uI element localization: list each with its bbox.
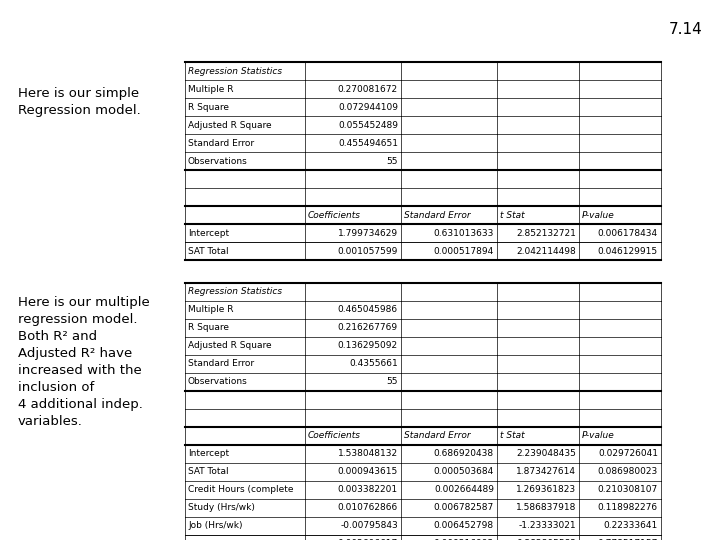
Text: 0.000503684: 0.000503684 [433,468,494,476]
Text: 0.086980023: 0.086980023 [598,468,658,476]
Text: Adjusted R Square: Adjusted R Square [188,341,271,350]
Text: 1.538048132: 1.538048132 [338,449,398,458]
Text: -0.00795843: -0.00795843 [341,522,398,530]
Text: P-value: P-value [582,431,615,441]
Text: Study (Hrs/wk): Study (Hrs/wk) [188,503,255,512]
Text: Regression Statistics: Regression Statistics [188,66,282,76]
Text: 2.852132721: 2.852132721 [516,228,576,238]
Text: Here is our multiple
regression model.
Both R² and
Adjusted R² have
increased wi: Here is our multiple regression model. B… [18,296,150,428]
Text: 0.001057599: 0.001057599 [338,246,398,255]
Text: 0.006452798: 0.006452798 [434,522,494,530]
Text: R Square: R Square [188,103,229,111]
Text: 0.006178434: 0.006178434 [598,228,658,238]
Text: 0.055452489: 0.055452489 [338,120,398,130]
Text: Job (Hrs/wk): Job (Hrs/wk) [188,522,243,530]
Text: 0.455494651: 0.455494651 [338,138,398,147]
Text: 0.002664489: 0.002664489 [434,485,494,495]
Text: 55: 55 [387,377,398,387]
Text: Standard Error: Standard Error [404,431,471,441]
Text: 0.4355661: 0.4355661 [349,360,398,368]
Text: SAT Total: SAT Total [188,468,229,476]
Text: 0.000517894: 0.000517894 [433,246,494,255]
Text: 0.22333641: 0.22333641 [604,522,658,530]
Text: 7.14: 7.14 [668,22,702,37]
Text: Intercept: Intercept [188,449,229,458]
Text: Multiple R: Multiple R [188,306,233,314]
Text: P-value: P-value [582,211,615,219]
Text: 2.042114498: 2.042114498 [516,246,576,255]
Text: 55: 55 [387,157,398,165]
Text: Intercept: Intercept [188,228,229,238]
Text: 0.631013633: 0.631013633 [433,228,494,238]
Text: Here is our simple
Regression model.: Here is our simple Regression model. [18,87,140,117]
Text: Standard Error: Standard Error [404,211,471,219]
Text: 0.029726041: 0.029726041 [598,449,658,458]
Text: SAT Total: SAT Total [188,246,229,255]
Text: 0.465045986: 0.465045986 [338,306,398,314]
Text: 1.586837918: 1.586837918 [516,503,576,512]
Text: 0.046129915: 0.046129915 [598,246,658,255]
Text: 0.686920438: 0.686920438 [434,449,494,458]
Text: 0.003382201: 0.003382201 [338,485,398,495]
Text: Standard Error: Standard Error [188,360,254,368]
Text: 0.210308107: 0.210308107 [598,485,658,495]
Text: Credit Hours (complete: Credit Hours (complete [188,485,294,495]
Text: 0.136295092: 0.136295092 [338,341,398,350]
Text: 0.118982276: 0.118982276 [598,503,658,512]
Text: 1.873427614: 1.873427614 [516,468,576,476]
Text: t Stat: t Stat [500,431,525,441]
Text: 0.010762866: 0.010762866 [338,503,398,512]
Text: Observations: Observations [188,377,248,387]
Text: 0.072944109: 0.072944109 [338,103,398,111]
Text: Coefficients: Coefficients [308,431,361,441]
Text: R Square: R Square [188,323,229,333]
Text: 0.216267769: 0.216267769 [338,323,398,333]
Text: Standard Error: Standard Error [188,138,254,147]
Text: Observations: Observations [188,157,248,165]
Text: 1.799734629: 1.799734629 [338,228,398,238]
Text: Coefficients: Coefficients [308,211,361,219]
Text: 0.006782587: 0.006782587 [433,503,494,512]
Text: -1.23333021: -1.23333021 [518,522,576,530]
Text: Multiple R: Multiple R [188,84,233,93]
Text: 0.270081672: 0.270081672 [338,84,398,93]
Text: Regression Statistics: Regression Statistics [188,287,282,296]
Text: 2.239048435: 2.239048435 [516,449,576,458]
Text: Adjusted R Square: Adjusted R Square [188,120,271,130]
Text: t Stat: t Stat [500,211,525,219]
Text: 0.000943615: 0.000943615 [338,468,398,476]
Text: 1.269361823: 1.269361823 [516,485,576,495]
